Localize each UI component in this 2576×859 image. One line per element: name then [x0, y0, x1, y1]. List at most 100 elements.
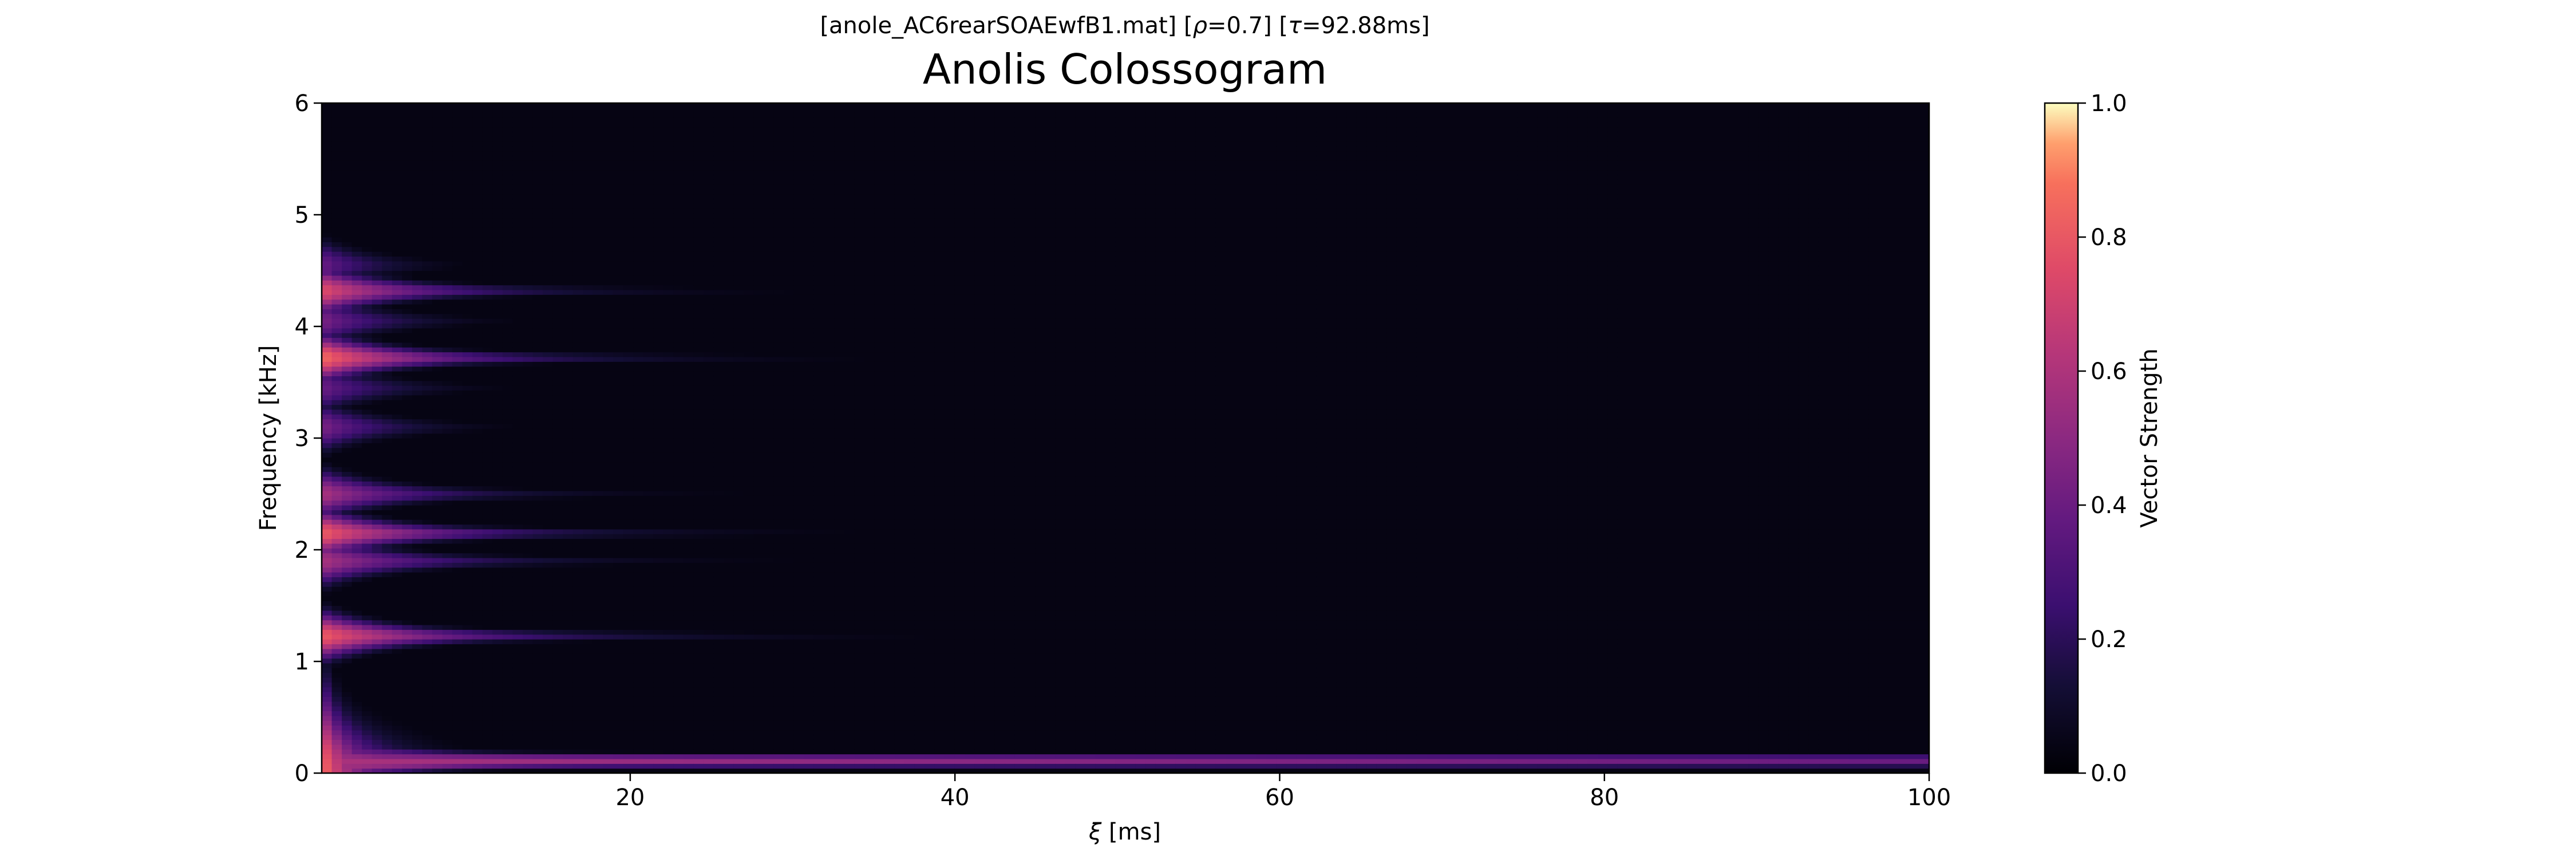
heatmap-cell [583, 189, 594, 195]
heatmap-cell [563, 132, 574, 137]
heatmap-cell [623, 548, 634, 554]
heatmap-cell [502, 270, 513, 276]
heatmap-cell [442, 591, 453, 597]
heatmap-cell [331, 227, 342, 233]
heatmap-cell [342, 768, 353, 774]
heatmap-cell [342, 519, 353, 525]
heatmap-cell [633, 175, 644, 180]
heatmap-cell [532, 404, 543, 410]
heatmap-cell [372, 744, 382, 750]
heatmap-cell [331, 691, 342, 697]
heatmap-cell [572, 720, 583, 726]
heatmap-cell [372, 711, 382, 716]
heatmap-cell [552, 706, 563, 711]
heatmap-cell [502, 361, 513, 367]
heatmap-cell [633, 601, 644, 606]
heatmap-cell [331, 409, 342, 415]
heatmap-cell [502, 495, 513, 501]
heatmap-cell [422, 486, 433, 491]
heatmap-cell [583, 155, 594, 161]
heatmap-cell [653, 586, 664, 592]
heatmap-cell [532, 347, 543, 353]
heatmap-cell [432, 615, 443, 621]
heatmap-cell [613, 242, 624, 247]
heatmap-cell [603, 285, 614, 290]
heatmap-cell [603, 534, 614, 539]
heatmap-cell [342, 270, 353, 276]
heatmap-cell [382, 175, 393, 180]
heatmap-cell [362, 744, 373, 750]
heatmap-cell [442, 534, 453, 539]
heatmap-cell [502, 725, 513, 731]
heatmap-cell [482, 184, 493, 190]
heatmap-cell [331, 462, 342, 467]
heatmap-cell [563, 586, 574, 592]
heatmap-cell [372, 557, 382, 563]
heatmap-cell [442, 529, 453, 534]
heatmap-cell [592, 155, 603, 161]
heatmap-cell [603, 490, 614, 496]
heatmap-cell [392, 203, 402, 209]
heatmap-cell [613, 285, 624, 290]
heatmap-cell [552, 591, 563, 597]
heatmap-cell [613, 184, 624, 190]
heatmap-cell [673, 404, 684, 410]
heatmap-cell [502, 170, 513, 175]
heatmap-cell [583, 342, 594, 348]
heatmap-cell [412, 490, 423, 496]
heatmap-cell [362, 395, 373, 400]
heatmap-cell [512, 337, 523, 343]
heatmap-cell [362, 146, 373, 152]
heatmap-cell [342, 543, 353, 549]
heatmap-cell [512, 562, 523, 568]
heatmap-cell [673, 471, 684, 477]
heatmap-cell [342, 127, 353, 132]
heatmap-cell [331, 328, 342, 333]
heatmap-cell [633, 548, 644, 554]
heatmap-cell [492, 222, 503, 228]
heatmap-cell [543, 490, 554, 496]
heatmap-cell [392, 701, 402, 707]
heatmap-cell [402, 577, 413, 582]
heatmap-cell [653, 471, 664, 477]
heatmap-cell [552, 577, 563, 582]
heatmap-cell [512, 199, 523, 204]
heatmap-cell [392, 222, 402, 228]
heatmap-cell [392, 280, 402, 286]
heatmap-cell [372, 170, 382, 175]
heatmap-cell [523, 758, 534, 764]
heatmap-cell [633, 701, 644, 707]
heatmap-cell [331, 275, 342, 281]
heatmap-cell [392, 237, 402, 242]
heatmap-cell [492, 237, 503, 242]
heatmap-cell [633, 390, 644, 396]
heatmap-cell [351, 495, 362, 501]
heatmap-cell [603, 203, 614, 209]
heatmap-cell [452, 519, 463, 525]
heatmap-cell [492, 601, 503, 606]
heatmap-cell [472, 213, 483, 219]
heatmap-cell [342, 419, 353, 424]
heatmap-cell [512, 447, 523, 453]
heatmap-cell [532, 122, 543, 128]
heatmap-cell [543, 419, 554, 424]
heatmap-cell [492, 481, 503, 487]
heatmap-cell [382, 313, 393, 319]
heatmap-cell [492, 763, 503, 769]
heatmap-cell [583, 534, 594, 539]
heatmap-cell [613, 433, 624, 439]
heatmap-cell [452, 586, 463, 592]
heatmap-cell [563, 155, 574, 161]
heatmap-cell [362, 543, 373, 549]
heatmap-cell [342, 165, 353, 171]
heatmap-cell [351, 175, 362, 180]
heatmap-cell [653, 701, 664, 707]
heatmap-cell [392, 663, 402, 668]
heatmap-cell [572, 663, 583, 668]
heatmap-cell [322, 419, 333, 424]
heatmap-cell [583, 299, 594, 305]
heatmap-cell [432, 696, 443, 702]
heatmap-cell [331, 356, 342, 362]
heatmap-cell [372, 562, 382, 568]
heatmap-cell [502, 189, 513, 195]
